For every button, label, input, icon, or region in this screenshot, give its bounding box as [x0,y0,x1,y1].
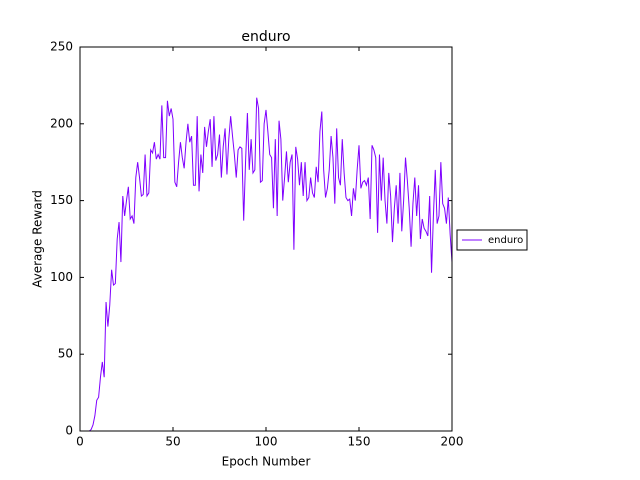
x-tick-label: 150 [348,435,371,449]
y-axis-label: Average Reward [31,190,45,288]
data-line [80,97,453,432]
chart-title: enduro [241,29,290,45]
plot-frame [79,46,453,432]
x-tick-label: 50 [165,435,180,449]
y-tick-label: 200 [50,116,73,130]
legend-box [456,229,528,251]
x-tick-label: 100 [255,435,278,449]
x-tick-label: 0 [76,435,84,449]
legend-label: enduro [488,235,523,246]
x-axis-label: Epoch Number [222,455,311,469]
y-tick-label: 250 [50,40,73,54]
y-tick-label: 150 [50,193,73,207]
y-tick-label: 100 [50,270,73,284]
y-tick-label: 50 [58,347,73,361]
x-tick-label: 200 [441,435,464,449]
y-tick-label: 0 [65,424,73,438]
